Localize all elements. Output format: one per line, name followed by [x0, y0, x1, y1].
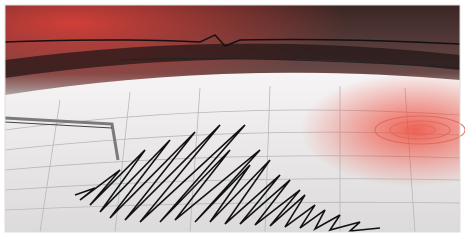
seismograph-photo: [0, 0, 465, 249]
page: [0, 0, 465, 249]
